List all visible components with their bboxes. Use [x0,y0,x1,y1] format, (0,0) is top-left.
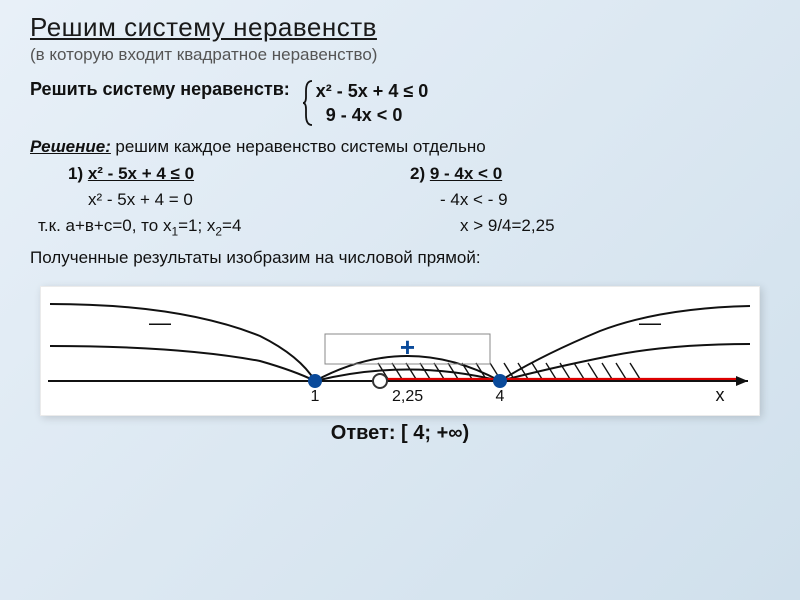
c1-line3: т.к. а+в+с=0, то x1=1; x2=4 [38,213,400,244]
svg-text:х: х [716,385,725,405]
svg-text:4: 4 [496,388,505,405]
c1-num: 1) [68,164,88,183]
c1-line1: 1) x² - 5x + 4 ≤ 0 [68,161,400,187]
answer-label: Ответ: [331,422,401,444]
c1-ineq: x² - 5x + 4 ≤ 0 [88,164,194,183]
solution-label: Решение: [30,137,111,156]
steps-columns: 1) x² - 5x + 4 ≤ 0 x² - 5x + 4 = 0 т.к. … [30,161,770,244]
c1-l3a: т.к. а+в+с=0, то x [38,216,171,235]
svg-text:1: 1 [311,388,320,405]
c1-line2: x² - 5x + 4 = 0 [68,187,400,213]
c1-l3b: =1; x [178,216,215,235]
answer: Ответ: [ 4; +∞) [30,422,770,445]
problem-block: Решить систему неравенств: x² - 5x + 4 ≤… [30,79,770,127]
result-text: Полученные результаты изобразим на число… [30,248,770,268]
answer-value: [ 4; +∞) [401,422,469,444]
page-title: Решим систему неравенств [30,12,770,43]
diagram-svg: 1 2,25 4 х + — — [40,286,760,416]
brace-icon [302,79,314,127]
svg-text:—: — [639,310,661,335]
c2-line1: 2) 9 - 4x < 0 [410,161,770,187]
page-subtitle: (в которую входит квадратное неравенство… [30,45,770,65]
inequality-1: x² - 5x + 4 ≤ 0 [316,79,428,103]
system-brace: x² - 5x + 4 ≤ 0 9 - 4x < 0 [302,79,428,127]
column-1: 1) x² - 5x + 4 ≤ 0 x² - 5x + 4 = 0 т.к. … [30,161,400,244]
solution-intro: решим каждое неравенство системы отдельн… [115,137,485,156]
svg-text:2,25: 2,25 [392,388,423,405]
svg-text:—: — [149,310,171,335]
c2-num: 2) [410,164,430,183]
svg-text:+: + [400,332,415,362]
problem-label: Решить систему неравенств: [30,79,290,100]
c1-l3c: =4 [222,216,241,235]
c2-line2: - 4x < - 9 [410,187,770,213]
column-2: 2) 9 - 4x < 0 - 4x < - 9 x > 9/4=2,25 [400,161,770,244]
c2-line3: x > 9/4=2,25 [410,213,770,239]
inequality-2: 9 - 4x < 0 [316,103,428,127]
c2-ineq: 9 - 4x < 0 [430,164,502,183]
number-line-diagram: 1 2,25 4 х + — — [40,286,760,416]
